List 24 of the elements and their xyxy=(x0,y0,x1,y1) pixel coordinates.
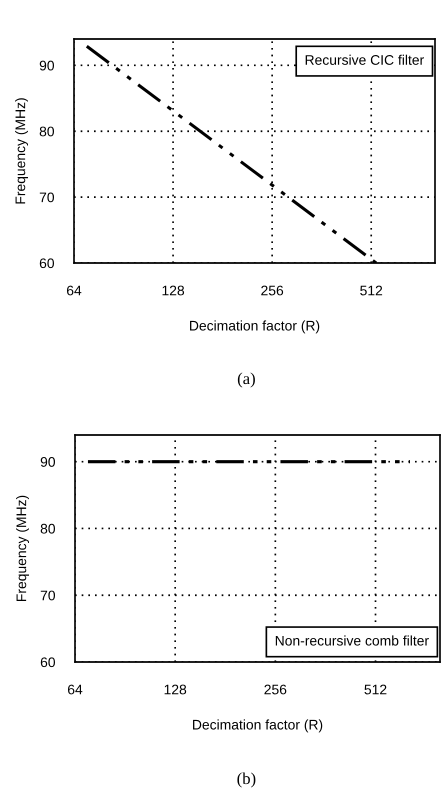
y-tick-label: 90 xyxy=(40,457,56,467)
x-tick-label: 128 xyxy=(162,286,184,296)
x-tick-label: 256 xyxy=(264,684,286,694)
y-tick-label: 80 xyxy=(40,126,54,136)
x-tick-label: 128 xyxy=(164,684,186,694)
y-tick-label: 60 xyxy=(40,657,56,668)
annotation: Recursive CIC filter xyxy=(306,54,424,65)
x-axis-title: Decimation factor (R) xyxy=(190,320,320,334)
x-axis-title: Decimation factor (R) xyxy=(193,719,322,732)
y-axis-title: Frequency (MHz) xyxy=(16,496,29,601)
x-tick-label: 512 xyxy=(360,286,382,296)
text: (b) xyxy=(237,772,256,788)
y-tick-label: 60 xyxy=(40,258,54,268)
annotation: Non-recursive comb filter xyxy=(276,635,429,646)
text: (a) xyxy=(238,372,255,388)
y-tick-label: 80 xyxy=(40,524,56,534)
y-tick-label: 70 xyxy=(40,192,54,202)
x-tick-label: 64 xyxy=(68,684,82,694)
x-tick-label: 64 xyxy=(66,286,82,296)
y-tick-label: 70 xyxy=(40,590,56,600)
y-tick-label: 90 xyxy=(40,60,54,71)
x-tick-label: 512 xyxy=(364,684,386,694)
x-tick-label: 256 xyxy=(261,286,284,296)
y-axis-title: Frequency (MHz) xyxy=(15,98,28,204)
